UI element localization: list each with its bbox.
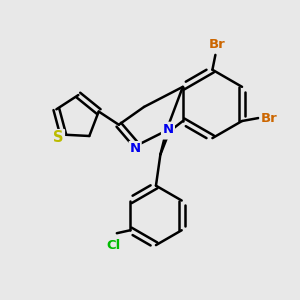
Text: Br: Br <box>260 112 277 124</box>
Text: Br: Br <box>208 38 225 51</box>
Text: Cl: Cl <box>107 238 121 252</box>
Text: O: O <box>162 124 174 138</box>
Text: N: N <box>162 123 173 136</box>
Text: S: S <box>53 130 64 145</box>
Text: N: N <box>130 142 141 155</box>
